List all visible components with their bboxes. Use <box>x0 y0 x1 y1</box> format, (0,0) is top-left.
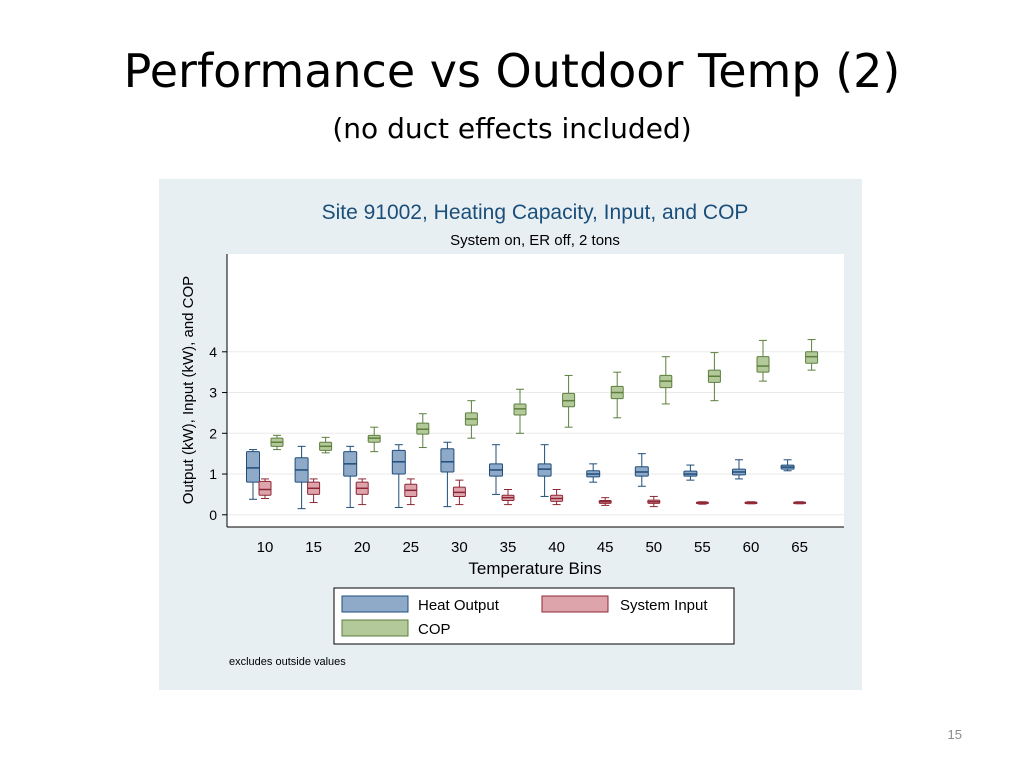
system-input-box <box>258 478 272 499</box>
system-input-box <box>452 479 466 506</box>
box-iqr <box>805 351 819 364</box>
y-tick-label: 3 <box>209 385 217 401</box>
x-tick-label: 50 <box>645 539 662 556</box>
box-plot-chart: Site 91002, Heating Capacity, Input, and… <box>180 201 844 668</box>
box-iqr <box>537 463 552 477</box>
system-input-box <box>744 501 758 505</box>
y-tick-label: 1 <box>209 466 217 482</box>
chart-subtitle: System on, ER off, 2 tons <box>450 232 620 249</box>
legend-label-cop: COP <box>418 621 451 638</box>
heat-output-box <box>732 459 746 480</box>
box-series <box>246 339 819 510</box>
heat-output-box <box>780 459 795 472</box>
y-axis-label: Output (kW), Input (kW), and COP <box>180 276 197 504</box>
legend-label-system-input: System Input <box>620 597 708 614</box>
heat-output-box <box>294 445 309 510</box>
x-axis-label: Temperature Bins <box>468 559 601 578</box>
cop-box <box>319 436 333 454</box>
system-input-box <box>695 501 709 505</box>
x-tick-label: 40 <box>548 539 565 556</box>
cop-box <box>659 356 673 405</box>
box-iqr <box>258 480 272 496</box>
legend-label-heat-output: Heat Output <box>418 597 500 614</box>
box-iqr <box>756 356 770 373</box>
x-tick-label: 15 <box>305 539 322 556</box>
system-input-box <box>550 489 564 506</box>
x-tick-label: 45 <box>597 539 614 556</box>
plot-area <box>227 254 844 527</box>
system-input-box <box>501 489 515 506</box>
system-input-box <box>355 478 369 506</box>
cop-box <box>805 339 819 371</box>
cop-box <box>756 339 770 382</box>
cop-box <box>707 352 721 402</box>
cop-box <box>367 426 381 453</box>
slide-subtitle: (no duct effects included) <box>332 112 692 145</box>
system-input-box <box>404 478 418 506</box>
x-tick-label: 10 <box>257 539 274 556</box>
cop-box <box>464 400 478 439</box>
y-tick-label: 0 <box>209 507 217 523</box>
chart-title: Site 91002, Heating Capacity, Input, and… <box>322 201 749 224</box>
legend-swatch-cop <box>341 619 409 637</box>
x-ticks: 10 15 20 25 30 35 40 45 50 55 60 65 <box>257 539 808 556</box>
x-tick-label: 65 <box>791 539 808 556</box>
heat-output-box <box>343 445 358 508</box>
box-iqr <box>440 448 455 473</box>
heat-output-box <box>634 453 649 487</box>
cop-box <box>513 388 527 434</box>
heat-output-box <box>391 444 406 508</box>
system-input-box <box>647 495 661 508</box>
x-tick-label: 35 <box>500 539 517 556</box>
chart-note: excludes outside values <box>229 656 346 668</box>
x-tick-label: 30 <box>451 539 468 556</box>
slide-title: Performance vs Outdoor Temp (2) <box>123 44 901 98</box>
cop-box <box>610 371 624 419</box>
heat-output-box <box>440 441 455 508</box>
x-tick-label: 60 <box>743 539 760 556</box>
system-input-box <box>307 478 321 504</box>
heat-output-box <box>683 464 698 481</box>
grid-lines <box>227 351 844 516</box>
heat-output-box <box>246 449 260 500</box>
system-input-box <box>598 497 612 506</box>
legend-swatch-heat-output <box>341 595 409 613</box>
legend: Heat Output System Input COP <box>333 587 735 645</box>
heat-output-box <box>537 444 552 497</box>
x-tick-label: 55 <box>694 539 711 556</box>
cop-box <box>416 413 430 449</box>
heat-output-box <box>586 463 601 483</box>
heat-output-box <box>489 444 503 495</box>
figure-panel: Site 91002, Heating Capacity, Input, and… <box>159 179 862 690</box>
y-tick-label: 2 <box>209 425 217 441</box>
cop-box <box>562 374 576 428</box>
legend-swatch-system-input <box>541 595 609 613</box>
cop-box <box>270 434 284 451</box>
y-ticks: 0 1 2 3 4 <box>209 344 227 523</box>
y-tick-label: 4 <box>209 344 217 360</box>
box-iqr <box>246 451 260 483</box>
system-input-box <box>793 501 807 505</box>
x-tick-label: 25 <box>402 539 419 556</box>
page-number: 15 <box>947 727 962 742</box>
x-tick-label: 20 <box>354 539 371 556</box>
